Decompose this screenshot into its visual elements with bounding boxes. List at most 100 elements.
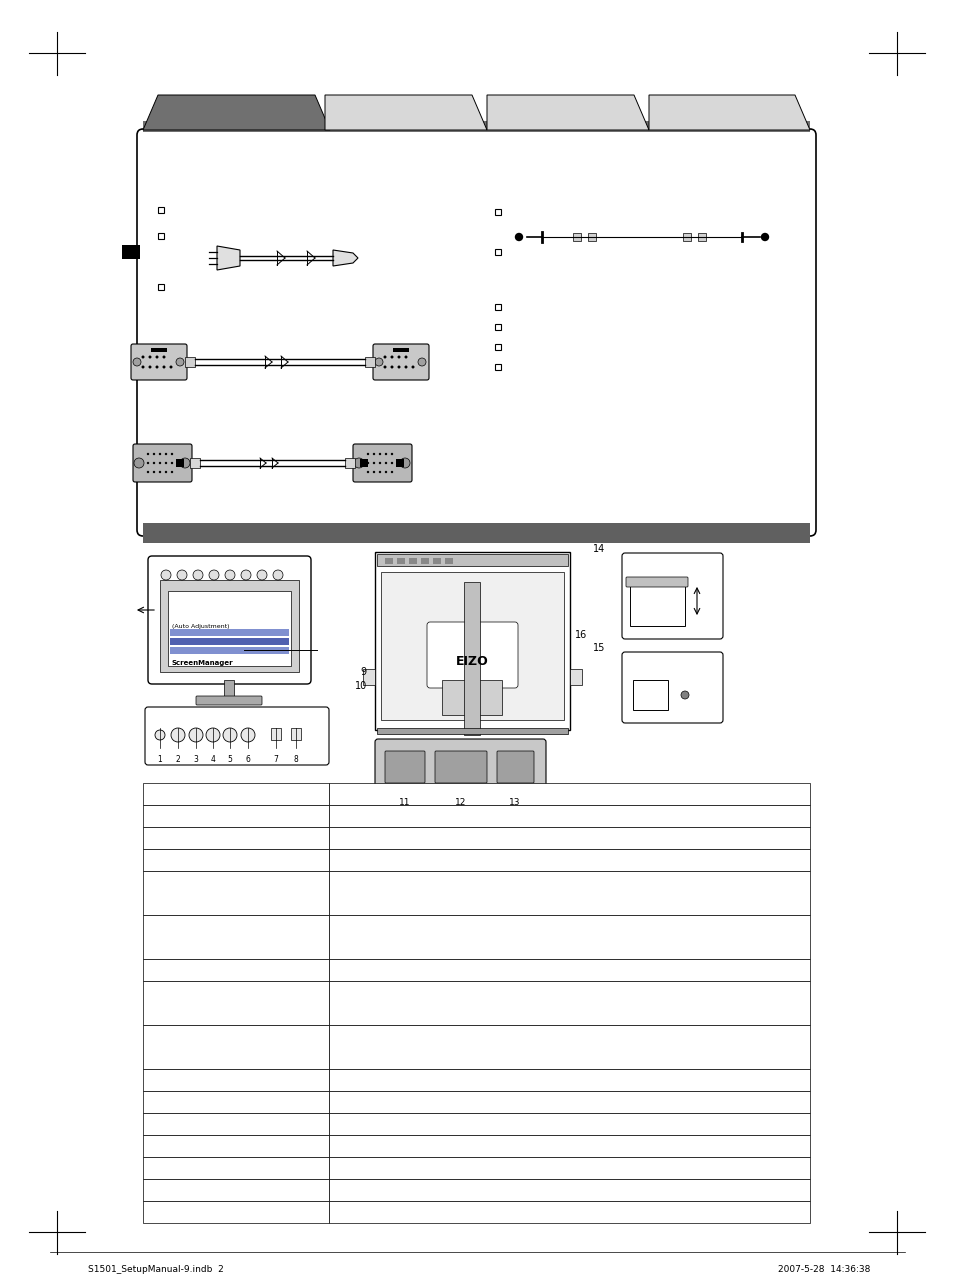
Circle shape: [373, 453, 375, 455]
Bar: [143, 1112, 329, 1136]
Bar: [143, 849, 329, 871]
Circle shape: [366, 471, 369, 473]
Circle shape: [165, 462, 167, 464]
Text: 6: 6: [245, 755, 251, 764]
FancyBboxPatch shape: [195, 696, 262, 705]
Bar: [633, 680, 667, 710]
Bar: [329, 783, 809, 805]
Circle shape: [141, 355, 144, 359]
Bar: [158, 355, 164, 361]
Circle shape: [397, 355, 400, 359]
Circle shape: [223, 728, 236, 742]
Circle shape: [141, 365, 144, 369]
Bar: [143, 916, 329, 959]
Circle shape: [152, 453, 155, 455]
Circle shape: [383, 355, 386, 359]
FancyBboxPatch shape: [621, 652, 722, 723]
Circle shape: [241, 570, 251, 580]
Bar: [463, 583, 479, 736]
Bar: [122, 246, 140, 258]
Bar: [143, 981, 329, 1025]
Bar: [698, 233, 705, 240]
Circle shape: [171, 471, 173, 473]
Text: 2: 2: [175, 755, 180, 764]
Text: 11: 11: [399, 799, 411, 808]
Bar: [329, 1025, 809, 1069]
Bar: [395, 459, 403, 467]
Bar: [143, 783, 329, 805]
Bar: [271, 728, 281, 739]
Circle shape: [147, 453, 149, 455]
Circle shape: [404, 355, 407, 359]
Bar: [329, 1112, 809, 1136]
FancyBboxPatch shape: [427, 622, 517, 688]
Circle shape: [152, 462, 155, 464]
Circle shape: [162, 355, 165, 359]
Circle shape: [515, 234, 522, 240]
Circle shape: [158, 471, 161, 473]
Circle shape: [158, 453, 161, 455]
Circle shape: [162, 365, 165, 369]
Bar: [185, 358, 194, 367]
Circle shape: [273, 570, 283, 580]
Bar: [143, 121, 809, 132]
Bar: [433, 558, 440, 565]
Circle shape: [397, 365, 400, 369]
Circle shape: [161, 570, 171, 580]
Circle shape: [241, 728, 254, 742]
FancyBboxPatch shape: [373, 343, 429, 379]
Circle shape: [383, 365, 386, 369]
Circle shape: [149, 355, 152, 359]
FancyBboxPatch shape: [353, 444, 412, 482]
FancyBboxPatch shape: [132, 444, 192, 482]
Bar: [158, 284, 164, 291]
Text: 9: 9: [360, 667, 367, 676]
Circle shape: [189, 728, 203, 742]
FancyBboxPatch shape: [131, 343, 187, 379]
Text: 14: 14: [592, 544, 604, 554]
Bar: [329, 1136, 809, 1157]
Circle shape: [680, 691, 688, 700]
Bar: [160, 580, 298, 673]
Circle shape: [206, 728, 220, 742]
Circle shape: [366, 453, 369, 455]
Polygon shape: [143, 95, 330, 130]
Bar: [143, 805, 329, 827]
Circle shape: [391, 471, 393, 473]
Bar: [158, 446, 164, 451]
Bar: [329, 1091, 809, 1112]
FancyBboxPatch shape: [625, 577, 687, 586]
Circle shape: [155, 355, 158, 359]
Bar: [143, 1091, 329, 1112]
Bar: [329, 1157, 809, 1179]
Bar: [495, 324, 500, 331]
Circle shape: [399, 458, 410, 468]
Bar: [380, 572, 563, 720]
Bar: [329, 827, 809, 849]
Bar: [329, 1179, 809, 1201]
Bar: [365, 358, 375, 367]
Bar: [363, 669, 375, 685]
Polygon shape: [486, 95, 648, 130]
Bar: [224, 680, 233, 698]
Bar: [291, 728, 301, 739]
Text: 10: 10: [355, 682, 367, 691]
Bar: [495, 249, 500, 255]
Circle shape: [390, 355, 393, 359]
Bar: [143, 1157, 329, 1179]
Circle shape: [390, 365, 393, 369]
Bar: [495, 303, 500, 310]
Bar: [329, 849, 809, 871]
Circle shape: [171, 728, 185, 742]
Circle shape: [158, 462, 161, 464]
Bar: [393, 349, 409, 352]
Bar: [168, 592, 291, 666]
Bar: [385, 558, 393, 565]
Polygon shape: [648, 95, 809, 130]
Bar: [420, 558, 429, 565]
Bar: [170, 647, 289, 655]
Text: 5: 5: [228, 755, 233, 764]
Text: 15: 15: [592, 643, 604, 653]
Bar: [158, 207, 164, 213]
Bar: [170, 638, 289, 646]
